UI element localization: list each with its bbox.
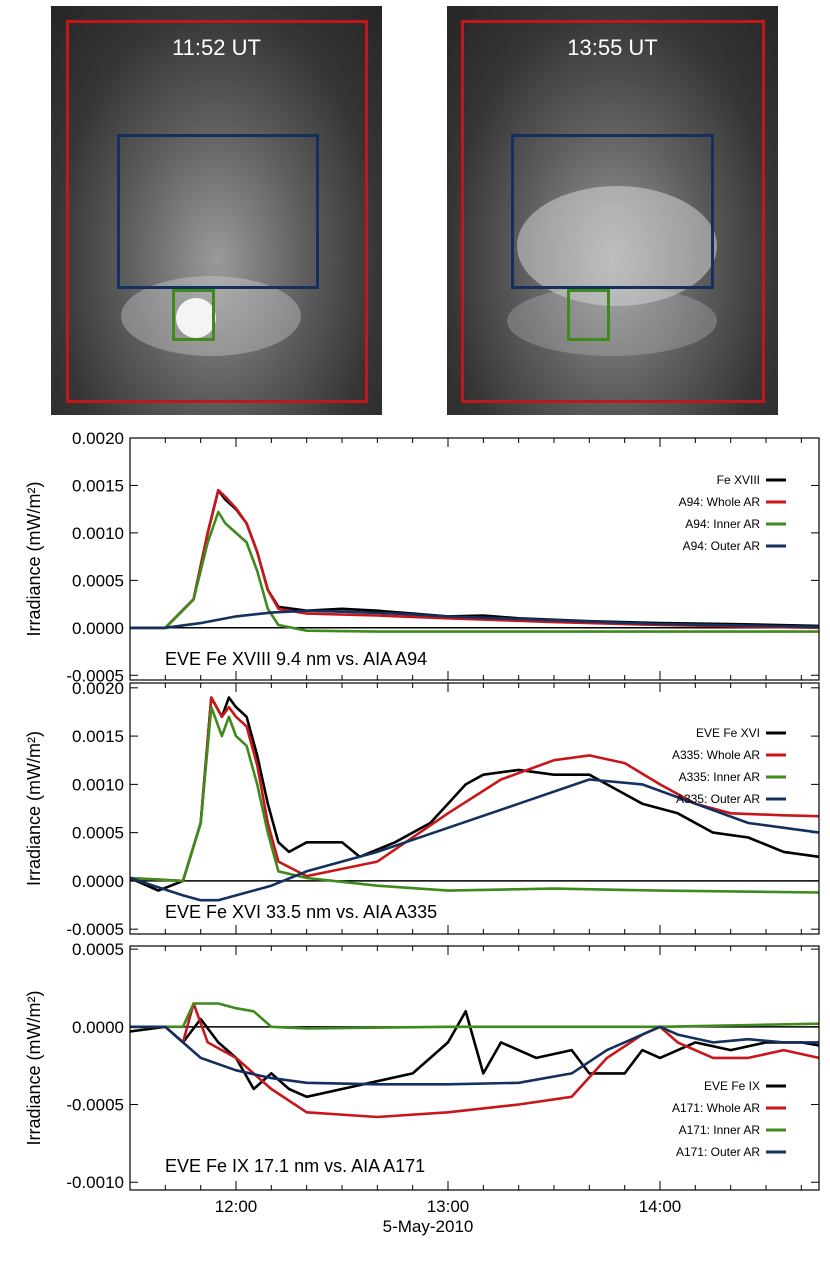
- y-tick-label: 0.0005: [72, 940, 124, 959]
- series-line-a335-inner-ar: [129, 705, 820, 894]
- legend-label: Fe XVIII: [717, 473, 760, 487]
- panel-annotation: EVE Fe IX 17.1 nm vs. AIA A171: [165, 1156, 425, 1176]
- inner-ar-box: [172, 289, 215, 341]
- legend-label: A171: Whole AR: [672, 1101, 760, 1115]
- legend-label: A335: Inner AR: [679, 770, 761, 784]
- y-tick-label: 0.0005: [72, 571, 124, 590]
- legend-label: A94: Outer AR: [683, 539, 761, 553]
- y-tick-label: 0.0015: [72, 476, 124, 495]
- outer-ar-box: [117, 134, 319, 289]
- aia-image-1152: 11:52 UT: [51, 6, 382, 415]
- legend-label: A335: Whole AR: [672, 748, 760, 762]
- outer-ar-box: [511, 134, 714, 289]
- inner-ar-box: [567, 289, 610, 341]
- series-line-a335-outer-ar: [129, 778, 820, 902]
- series-line-a94-inner-ar: [130, 510, 819, 633]
- panel-annotation: EVE Fe XVIII 9.4 nm vs. AIA A94: [165, 649, 427, 669]
- x-axis-label: 5-May-2010: [383, 1217, 474, 1236]
- y-tick-label: 0.0000: [72, 1018, 124, 1037]
- plot-frame: [129, 437, 820, 681]
- panel-annotation: EVE Fe XVI 33.5 nm vs. AIA A335: [165, 902, 437, 922]
- y-axis-label: Irradiance (mW/m²): [24, 731, 44, 886]
- x-tick-label: 14:00: [639, 1197, 682, 1216]
- legend-label: A94: Whole AR: [679, 495, 761, 509]
- legend-label: A94: Inner AR: [685, 517, 760, 531]
- series-line-a94-whole-ar: [130, 488, 820, 630]
- x-tick-label: 12:00: [215, 1197, 258, 1216]
- series-line-a171-whole-ar: [130, 1002, 820, 1119]
- plot-frame: [129, 682, 820, 935]
- y-tick-label: 0.0020: [72, 679, 124, 698]
- y-axis-label: Irradiance (mW/m²): [24, 481, 44, 636]
- aia-image-1355: 13:55 UT: [447, 6, 778, 415]
- y-tick-label: 0.0015: [72, 727, 124, 746]
- whole-ar-box: [66, 20, 368, 403]
- legend-label: EVE Fe XVI: [696, 726, 760, 740]
- series-line-a335-whole-ar: [129, 696, 820, 883]
- y-tick-label: 0.0000: [72, 619, 124, 638]
- loop-glow: [507, 286, 717, 356]
- y-tick-label: -0.0005: [66, 666, 124, 685]
- legend-label: A335: Outer AR: [676, 792, 760, 806]
- y-tick-label: -0.0005: [66, 1096, 124, 1115]
- series-line-a171-inner-ar: [130, 1002, 820, 1030]
- legend-label: EVE Fe IX: [704, 1079, 760, 1093]
- flare-kernel: [176, 298, 216, 338]
- x-tick-label: 13:00: [427, 1197, 470, 1216]
- y-tick-label: 0.0000: [72, 872, 124, 891]
- legend-label: A171: Inner AR: [679, 1123, 761, 1137]
- y-tick-label: -0.0005: [66, 920, 124, 939]
- chart-panel-1: 0.0020 0.0015 0.0010 0.0005 0.0000 -0.0005 Irr…: [24, 429, 820, 685]
- series-line-a94-outer-ar: [130, 609, 820, 630]
- y-tick-label: 0.0010: [72, 775, 124, 794]
- chart-panel-3: 0.0005 0.0000 -0.0005 -0.0010 Irradiance (mW…: [24, 940, 820, 1236]
- series-line-a171-outer-ar: [130, 1025, 819, 1086]
- y-tick-label: -0.0010: [66, 1173, 124, 1192]
- plot-frame: [129, 945, 820, 1191]
- image-time-label: 11:52 UT: [172, 35, 261, 60]
- y-tick-label: 0.0010: [72, 524, 124, 543]
- series-line-fe-xviii: [130, 488, 820, 630]
- whole-ar-box: [461, 20, 765, 403]
- legend-label: A171: Outer AR: [676, 1145, 760, 1159]
- y-tick-label: 0.0005: [72, 824, 124, 843]
- y-tick-label: 0.0020: [72, 429, 124, 448]
- chart-panel-2: 0.0020 0.0015 0.0010 0.0005 0.0000 -0.0005 Irr…: [24, 679, 820, 939]
- image-time-label: 13:55 UT: [567, 35, 658, 60]
- y-axis-label: Irradiance (mW/m²): [24, 990, 44, 1145]
